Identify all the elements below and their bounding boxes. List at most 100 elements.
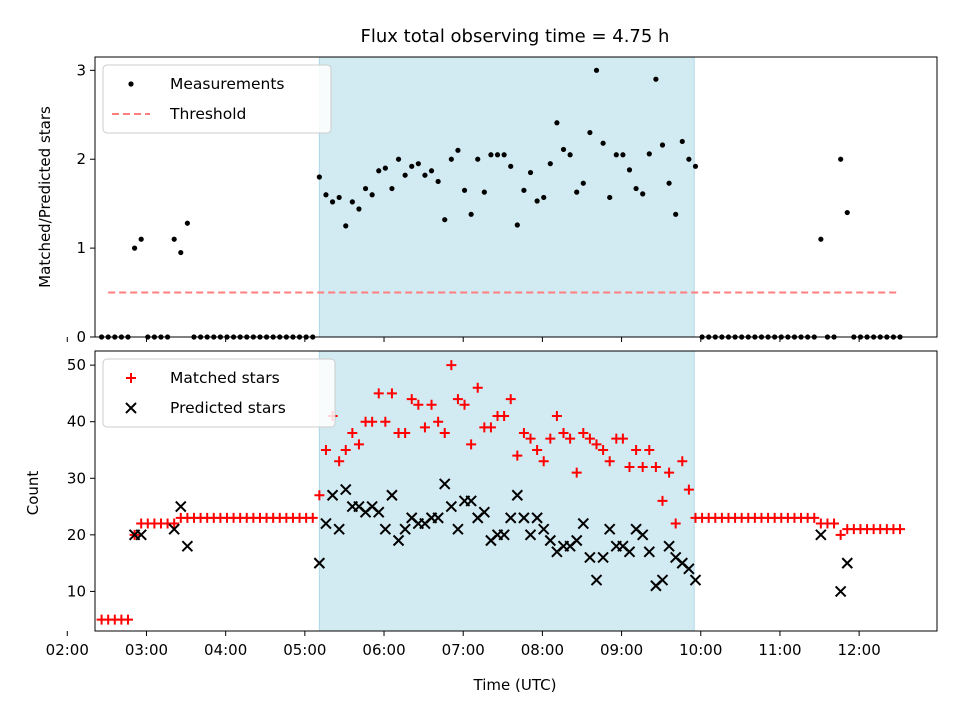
predicted-star-point [379, 523, 392, 535]
count-legend-box [102, 358, 336, 428]
matched-star-point [347, 428, 358, 439]
measurement-point [488, 152, 494, 158]
ratio-y-tick-label: 0 [76, 328, 86, 346]
matched-star-point [169, 518, 180, 529]
y-axis-label-count: Count [24, 471, 42, 516]
measurement-point [184, 220, 190, 226]
matched-star-point [466, 439, 477, 450]
matched-star-point [637, 461, 648, 472]
measurement-point [336, 194, 342, 201]
measurement-point [567, 152, 573, 158]
measurement-point [131, 245, 138, 251]
matched-star-point [340, 444, 351, 455]
matched-star-point [525, 433, 536, 444]
predicted-star-point [326, 489, 339, 501]
matched-star-point [367, 416, 378, 427]
x-tick-label: 11:00 [758, 641, 801, 659]
measurement-point [138, 236, 144, 242]
predicted-star-point [683, 563, 695, 575]
measurement-point [521, 187, 527, 193]
predicted-star-point [597, 551, 609, 564]
matched-star-point [551, 411, 562, 422]
measurement-point [369, 192, 375, 198]
predicted-star-point [531, 512, 543, 524]
legend-label: Threshold [169, 105, 246, 123]
matched-star-point [512, 450, 523, 461]
x-tick-label: 09:00 [600, 641, 643, 659]
predicted-star-point [181, 540, 194, 552]
matched-star-point [433, 416, 444, 427]
matched-star-point [505, 394, 516, 405]
x-tick-label: 04:00 [204, 641, 247, 659]
measurement-point [679, 138, 685, 145]
measurement-point [844, 209, 850, 216]
measurement-point [481, 189, 487, 195]
predicted-star-point [577, 517, 590, 530]
predicted-star-point [439, 478, 451, 490]
predicted-star-point [175, 500, 187, 513]
matched-star-point [499, 411, 510, 422]
measurement-point [541, 194, 547, 201]
predicted-star-point [445, 500, 458, 513]
measurement-point [547, 161, 553, 167]
measurement-point [607, 194, 613, 201]
predicted-star-point [689, 574, 702, 586]
measurement-point [818, 236, 824, 242]
legend-marker-predicted [125, 402, 137, 414]
measurement-point [428, 168, 435, 174]
matched-star-point [459, 399, 470, 410]
matched-star-point [835, 529, 846, 540]
predicted-star-point [432, 512, 444, 524]
matched-star-point [439, 428, 450, 439]
measurement-point [640, 191, 646, 197]
measurement-point [376, 168, 382, 174]
predicted-star-point [538, 523, 550, 535]
ratio-y-tick-label: 2 [76, 150, 86, 168]
matched-star-point [314, 490, 325, 501]
legend-label: Measurements [170, 75, 285, 93]
measurement-point [653, 76, 659, 82]
measurement-point [692, 163, 699, 169]
measurement-point [362, 185, 369, 192]
predicted-star-point [313, 557, 326, 569]
x-tick-label: 02:00 [46, 641, 89, 659]
measurement-point [613, 152, 619, 158]
count-highlight-span [318, 350, 695, 632]
count-y-tick-label: 40 [67, 413, 86, 431]
measurement-point [600, 140, 606, 146]
measurement-point [409, 163, 415, 169]
predicted-star-point [386, 489, 398, 501]
ratio-y-tick-label: 3 [76, 61, 86, 79]
measurement-point [508, 163, 514, 169]
predicted-star-point [584, 551, 596, 564]
matched-star-point [809, 512, 820, 523]
x-tick-label: 08:00 [521, 641, 564, 659]
matched-star-point [122, 614, 133, 625]
matched-star-point [631, 444, 642, 455]
measurement-point [389, 185, 395, 192]
predicted-star-point [465, 495, 477, 507]
measurement-point [435, 178, 441, 185]
measurement-point [560, 146, 567, 153]
predicted-star-point [841, 557, 853, 569]
matched-star-point [380, 416, 391, 427]
matched-star-point [670, 518, 681, 529]
predicted-star-point [524, 529, 537, 541]
measurement-point [574, 189, 580, 195]
x-tick-label: 05:00 [283, 641, 326, 659]
measurement-point [171, 236, 177, 242]
measurement-point [356, 206, 362, 212]
measurement-point [659, 142, 666, 148]
measurement-point [329, 199, 336, 205]
measurement-point [422, 172, 428, 178]
predicted-star-point [518, 512, 530, 524]
predicted-star-point [544, 534, 557, 547]
measurement-point [501, 152, 507, 158]
count-y-tick-label: 50 [67, 356, 86, 374]
chart-title: Flux total observing time = 4.75 h [361, 26, 670, 47]
x-tick-label: 03:00 [125, 641, 168, 659]
matched-star-point [617, 433, 628, 444]
measurement-point [468, 211, 474, 217]
measurement-point [673, 211, 679, 217]
